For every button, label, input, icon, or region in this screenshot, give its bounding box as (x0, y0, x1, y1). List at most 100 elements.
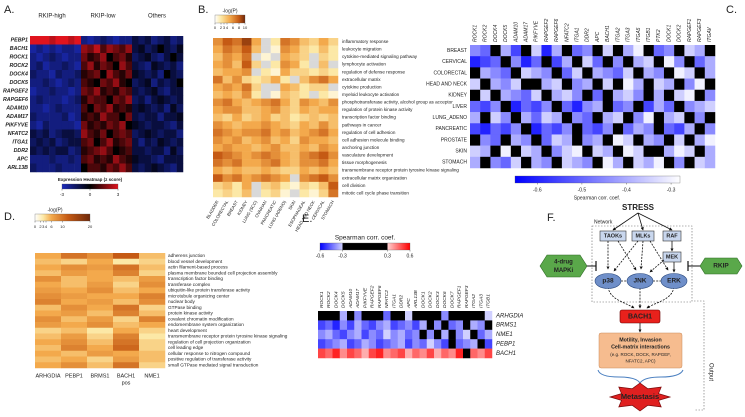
row-label: ARHGDIA (495, 313, 523, 319)
heatmap-cell (251, 159, 262, 167)
heatmap-cell (412, 339, 420, 349)
heatmap-cell (280, 121, 291, 130)
output-text: NFATC2, APC) (626, 359, 656, 364)
heatmap-cell (170, 112, 177, 122)
heatmap-cell (653, 45, 665, 57)
heatmap-cell (87, 112, 94, 122)
heatmap-cell (653, 78, 665, 90)
heatmap-cell (299, 166, 310, 175)
inhibitor-label: MAPKi (554, 268, 574, 274)
heatmap-cell (125, 36, 133, 45)
heatmap-cell (328, 38, 339, 46)
heatmap-cell (170, 155, 177, 164)
heatmap-cell (157, 163, 165, 173)
heatmap-cell (541, 45, 552, 57)
inhibitor-label: RKIP (713, 263, 729, 270)
heatmap-cell (405, 348, 413, 359)
heatmap-cell (36, 138, 43, 147)
heatmap-cell (299, 151, 310, 160)
heatmap-cell (170, 87, 177, 96)
heatmap-cell (361, 320, 369, 331)
gene-label: APC (16, 157, 28, 163)
heatmap-cell (531, 89, 542, 102)
heatmap-cell (633, 78, 644, 90)
heatmap-cell (213, 98, 223, 107)
row-label: nuclear body (168, 299, 195, 304)
heatmap-cell (561, 56, 573, 68)
heatmap-cell (280, 136, 291, 145)
row-label: lymphocyte activation (342, 62, 386, 67)
heatmap-cell (280, 151, 291, 160)
heatmap-cell (68, 53, 75, 62)
heatmap-cell (112, 129, 120, 139)
heatmap-cell (623, 134, 634, 146)
heatmap-cell (354, 320, 362, 331)
heatmap-cell (455, 339, 464, 349)
na-cell (561, 45, 573, 57)
heatmap-cell (61, 104, 69, 113)
heatmap-cell (251, 106, 262, 114)
heatmap-cell (49, 129, 56, 139)
heatmap-cell (270, 136, 281, 145)
heatmap-cell (484, 320, 493, 331)
heatmap-cell (289, 181, 300, 190)
panel-letter: B. (198, 4, 208, 16)
heatmap-cell (42, 129, 50, 139)
heatmap-cell (694, 56, 706, 68)
heatmap-cell (232, 106, 243, 114)
heatmap-cell (602, 123, 614, 135)
heatmap-cell (119, 104, 126, 113)
column-label: DOCK6 (442, 291, 448, 308)
heatmap-cell (36, 44, 43, 54)
heatmap-cell (42, 36, 50, 45)
heatmap-cell (704, 145, 716, 158)
column-label: ARHGDIA (35, 373, 60, 379)
heatmap-cell (170, 53, 177, 62)
na-cell (643, 89, 654, 102)
heatmap-cell (55, 87, 63, 96)
heatmap-cell (232, 128, 243, 137)
heatmap-cell (112, 163, 120, 173)
heatmap-cell (299, 144, 310, 152)
column-label: ADAM17 (523, 22, 529, 43)
heatmap-cell (347, 311, 355, 321)
heatmap-cell (87, 104, 94, 113)
row-label: tissue morphogenesis (342, 160, 387, 165)
na-cell (251, 189, 262, 198)
heatmap-cell (176, 146, 184, 156)
heatmap-cell (251, 83, 262, 92)
heatmap-cell (463, 320, 471, 331)
heatmap-cell (42, 104, 50, 113)
heatmap-cell (500, 78, 512, 90)
heatmap-cell (280, 75, 291, 84)
heatmap-cell (704, 134, 716, 146)
heatmap-cell (318, 136, 329, 145)
heatmap-cell (42, 163, 50, 173)
heatmap-cell (68, 121, 75, 130)
heatmap-cell (289, 38, 300, 46)
heatmap-cell (480, 134, 491, 146)
heatmap-cell (81, 44, 88, 54)
heatmap-cell (125, 70, 133, 79)
heatmap-cell (480, 100, 491, 113)
colorbar-title: -log(P) (222, 8, 237, 14)
heatmap-cell (163, 138, 171, 147)
na-cell (551, 100, 563, 113)
heatmap-cell (74, 87, 82, 96)
network-box (591, 225, 693, 303)
heatmap-cell (119, 61, 126, 71)
na-cell (674, 45, 685, 57)
heatmap-cell (222, 53, 233, 61)
heatmap-cell (405, 311, 413, 321)
heatmap-cell (222, 60, 233, 69)
heatmap-cell (368, 320, 377, 331)
heatmap-cell (36, 163, 43, 173)
column-label: BACH1 (605, 25, 611, 42)
column-label: RAPGEF1 (457, 285, 463, 308)
colorbar-tick-label: -3 (60, 192, 64, 197)
heatmap-cell (139, 293, 166, 300)
heatmap-cell (49, 53, 56, 62)
heatmap-cell (55, 104, 63, 113)
heatmap-cell (30, 104, 37, 113)
heatmap-cell (144, 112, 152, 122)
